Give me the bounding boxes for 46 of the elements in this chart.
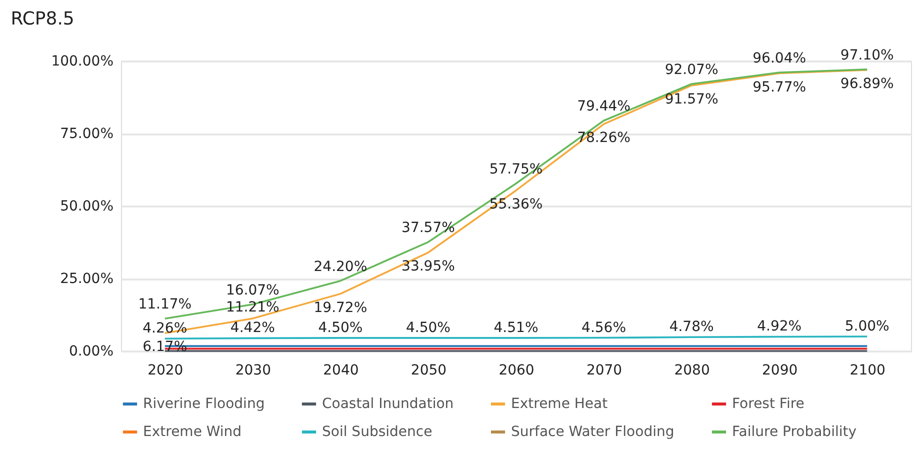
y-tick-label: 0.00% xyxy=(69,344,114,360)
x-tick-label: 2030 xyxy=(235,362,271,378)
legend-label: Surface Water Flooding xyxy=(511,424,674,440)
data-label: 4.42% xyxy=(230,320,275,336)
chart-title: RCP8.5 xyxy=(10,8,74,30)
x-tick-label: 2100 xyxy=(850,362,886,378)
data-label: 19.72% xyxy=(314,300,368,316)
x-tick-label: 2020 xyxy=(148,362,184,378)
data-label: 24.20% xyxy=(314,258,368,275)
data-label: 4.56% xyxy=(582,320,626,336)
data-label: 4.78% xyxy=(669,319,714,336)
data-label: 4.50% xyxy=(406,320,450,336)
legend-label: Coastal Inundation xyxy=(322,396,454,412)
data-label: 33.95% xyxy=(402,258,455,275)
x-tick-label: 2090 xyxy=(762,362,798,378)
y-tick-label: 75.00% xyxy=(60,126,114,142)
data-label: 95.77% xyxy=(752,79,806,96)
x-tick-label: 2040 xyxy=(323,362,359,378)
data-label: 5.00% xyxy=(844,318,890,334)
legend-label: Riverine Flooding xyxy=(143,396,265,412)
x-tick-label: 2050 xyxy=(410,362,447,378)
data-label: 92.07% xyxy=(664,62,718,78)
data-label: 4.50% xyxy=(318,320,363,336)
y-tick-label: 50.00% xyxy=(60,198,114,214)
y-tick-label: 25.00% xyxy=(60,271,114,287)
data-label: 4.51% xyxy=(494,320,538,336)
x-tick-label: 2070 xyxy=(586,362,622,378)
data-label: 4.26% xyxy=(142,320,188,337)
data-label: 4.92% xyxy=(757,318,802,335)
legend-label: Extreme Heat xyxy=(511,396,608,412)
legend-label: Extreme Wind xyxy=(143,424,242,440)
data-label: 96.04% xyxy=(752,50,806,66)
data-label: 91.57% xyxy=(664,91,718,108)
legend-label: Forest Fire xyxy=(732,396,804,412)
data-label: 79.44% xyxy=(577,98,630,115)
data-label: 11.21% xyxy=(226,299,280,316)
data-label: 11.17% xyxy=(138,296,192,313)
data-label: 96.89% xyxy=(840,76,894,92)
y-tick-label: 100.00% xyxy=(51,54,114,70)
x-tick-label: 2060 xyxy=(498,362,534,378)
legend-label: Failure Probability xyxy=(732,424,857,440)
legend-label: Soil Subsidence xyxy=(322,424,432,440)
data-label: 97.10% xyxy=(840,47,894,64)
x-tick-label: 2080 xyxy=(674,362,710,378)
data-label: 16.07% xyxy=(226,282,280,298)
data-label: 6.17% xyxy=(142,339,188,356)
